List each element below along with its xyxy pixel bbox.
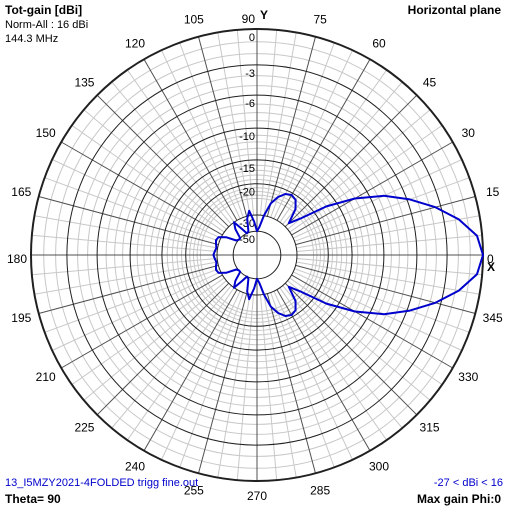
major-spoke <box>295 264 476 314</box>
max-gain-label: Max gain Phi:0 <box>416 492 501 506</box>
file-name: 13_I5MZY2021-4FOLDED trigg fine.out <box>5 477 199 489</box>
radial-tick-label: -3 <box>245 68 255 80</box>
radial-tick-label: -6 <box>245 98 255 110</box>
angle-tick-label: 180 <box>7 252 27 266</box>
angle-tick-label: 225 <box>74 421 94 435</box>
angle-tick-label: 150 <box>36 126 56 140</box>
angle-tick-label: 345 <box>483 311 503 325</box>
minor-spoke <box>51 159 221 239</box>
major-spoke <box>284 282 418 416</box>
angle-tick-label: 120 <box>125 37 145 51</box>
radial-tick-label: -50 <box>239 234 255 246</box>
minor-spoke <box>287 109 431 230</box>
minor-spoke <box>161 49 241 219</box>
x-axis-marker: X <box>487 260 495 274</box>
minor-spoke <box>111 81 232 225</box>
minor-spoke <box>293 271 463 351</box>
angle-tick-label: 255 <box>184 484 204 498</box>
major-spoke <box>266 36 316 217</box>
radial-tick-label: -20 <box>239 187 255 199</box>
angle-tick-label: 315 <box>420 421 440 435</box>
major-grid-circle <box>161 159 353 351</box>
angle-tick-label: 45 <box>423 75 437 89</box>
major-grid-circle <box>129 127 385 383</box>
y-axis-marker: Y <box>260 8 268 22</box>
minor-spoke <box>161 291 241 461</box>
angle-tick-label: 270 <box>247 489 267 503</box>
radial-tick-label: 0 <box>249 32 255 44</box>
major-grid-circle <box>96 94 418 416</box>
major-spoke <box>284 94 418 228</box>
angle-tick-label: 285 <box>310 484 330 498</box>
major-spoke <box>96 94 230 228</box>
major-grid-circle <box>216 214 298 296</box>
radial-tick-label: -10 <box>239 131 255 143</box>
major-spoke <box>96 282 230 416</box>
angle-tick-label: 105 <box>184 12 204 26</box>
angle-tick-label: 195 <box>11 311 31 325</box>
major-spoke <box>295 196 476 246</box>
theta-label: Theta= 90 <box>5 492 61 506</box>
angle-tick-label: 330 <box>458 370 478 384</box>
frequency-label: 144.3 MHz <box>5 33 59 45</box>
angle-tick-label: 135 <box>74 75 94 89</box>
major-grid-circle <box>66 64 448 446</box>
minor-spoke <box>293 159 463 239</box>
minor-spoke <box>83 280 227 401</box>
angle-tick-label: 90 <box>242 12 256 26</box>
minor-spoke <box>111 285 232 429</box>
chart-title: Tot-gain [dBi] <box>5 3 83 17</box>
major-spoke <box>198 293 248 474</box>
angle-tick-label: 240 <box>125 459 145 473</box>
angle-tick-label: 30 <box>462 126 476 140</box>
angle-tick-label: 165 <box>11 185 31 199</box>
angle-tick-label: 210 <box>36 370 56 384</box>
gain-pattern-line <box>212 193 484 317</box>
angle-tick-label: 0 <box>487 252 494 266</box>
angle-tick-label: 300 <box>369 459 389 473</box>
minor-spoke <box>51 271 221 351</box>
major-spoke <box>38 196 219 246</box>
radial-tick-label: -15 <box>239 163 255 175</box>
gain-range-label: -27 < dBi < 16 <box>433 477 503 489</box>
major-grid-circle <box>185 183 329 327</box>
major-spoke <box>38 264 219 314</box>
angle-tick-label: 60 <box>372 37 386 51</box>
plane-label: Horizontal plane <box>407 3 501 17</box>
major-spoke <box>266 293 316 474</box>
minor-spoke <box>83 109 227 230</box>
angle-tick-label: 15 <box>486 185 500 199</box>
angle-tick-label: 75 <box>313 12 327 26</box>
normalization-label: Norm-All : 16 dBi <box>5 19 89 31</box>
minor-spoke <box>287 280 431 401</box>
